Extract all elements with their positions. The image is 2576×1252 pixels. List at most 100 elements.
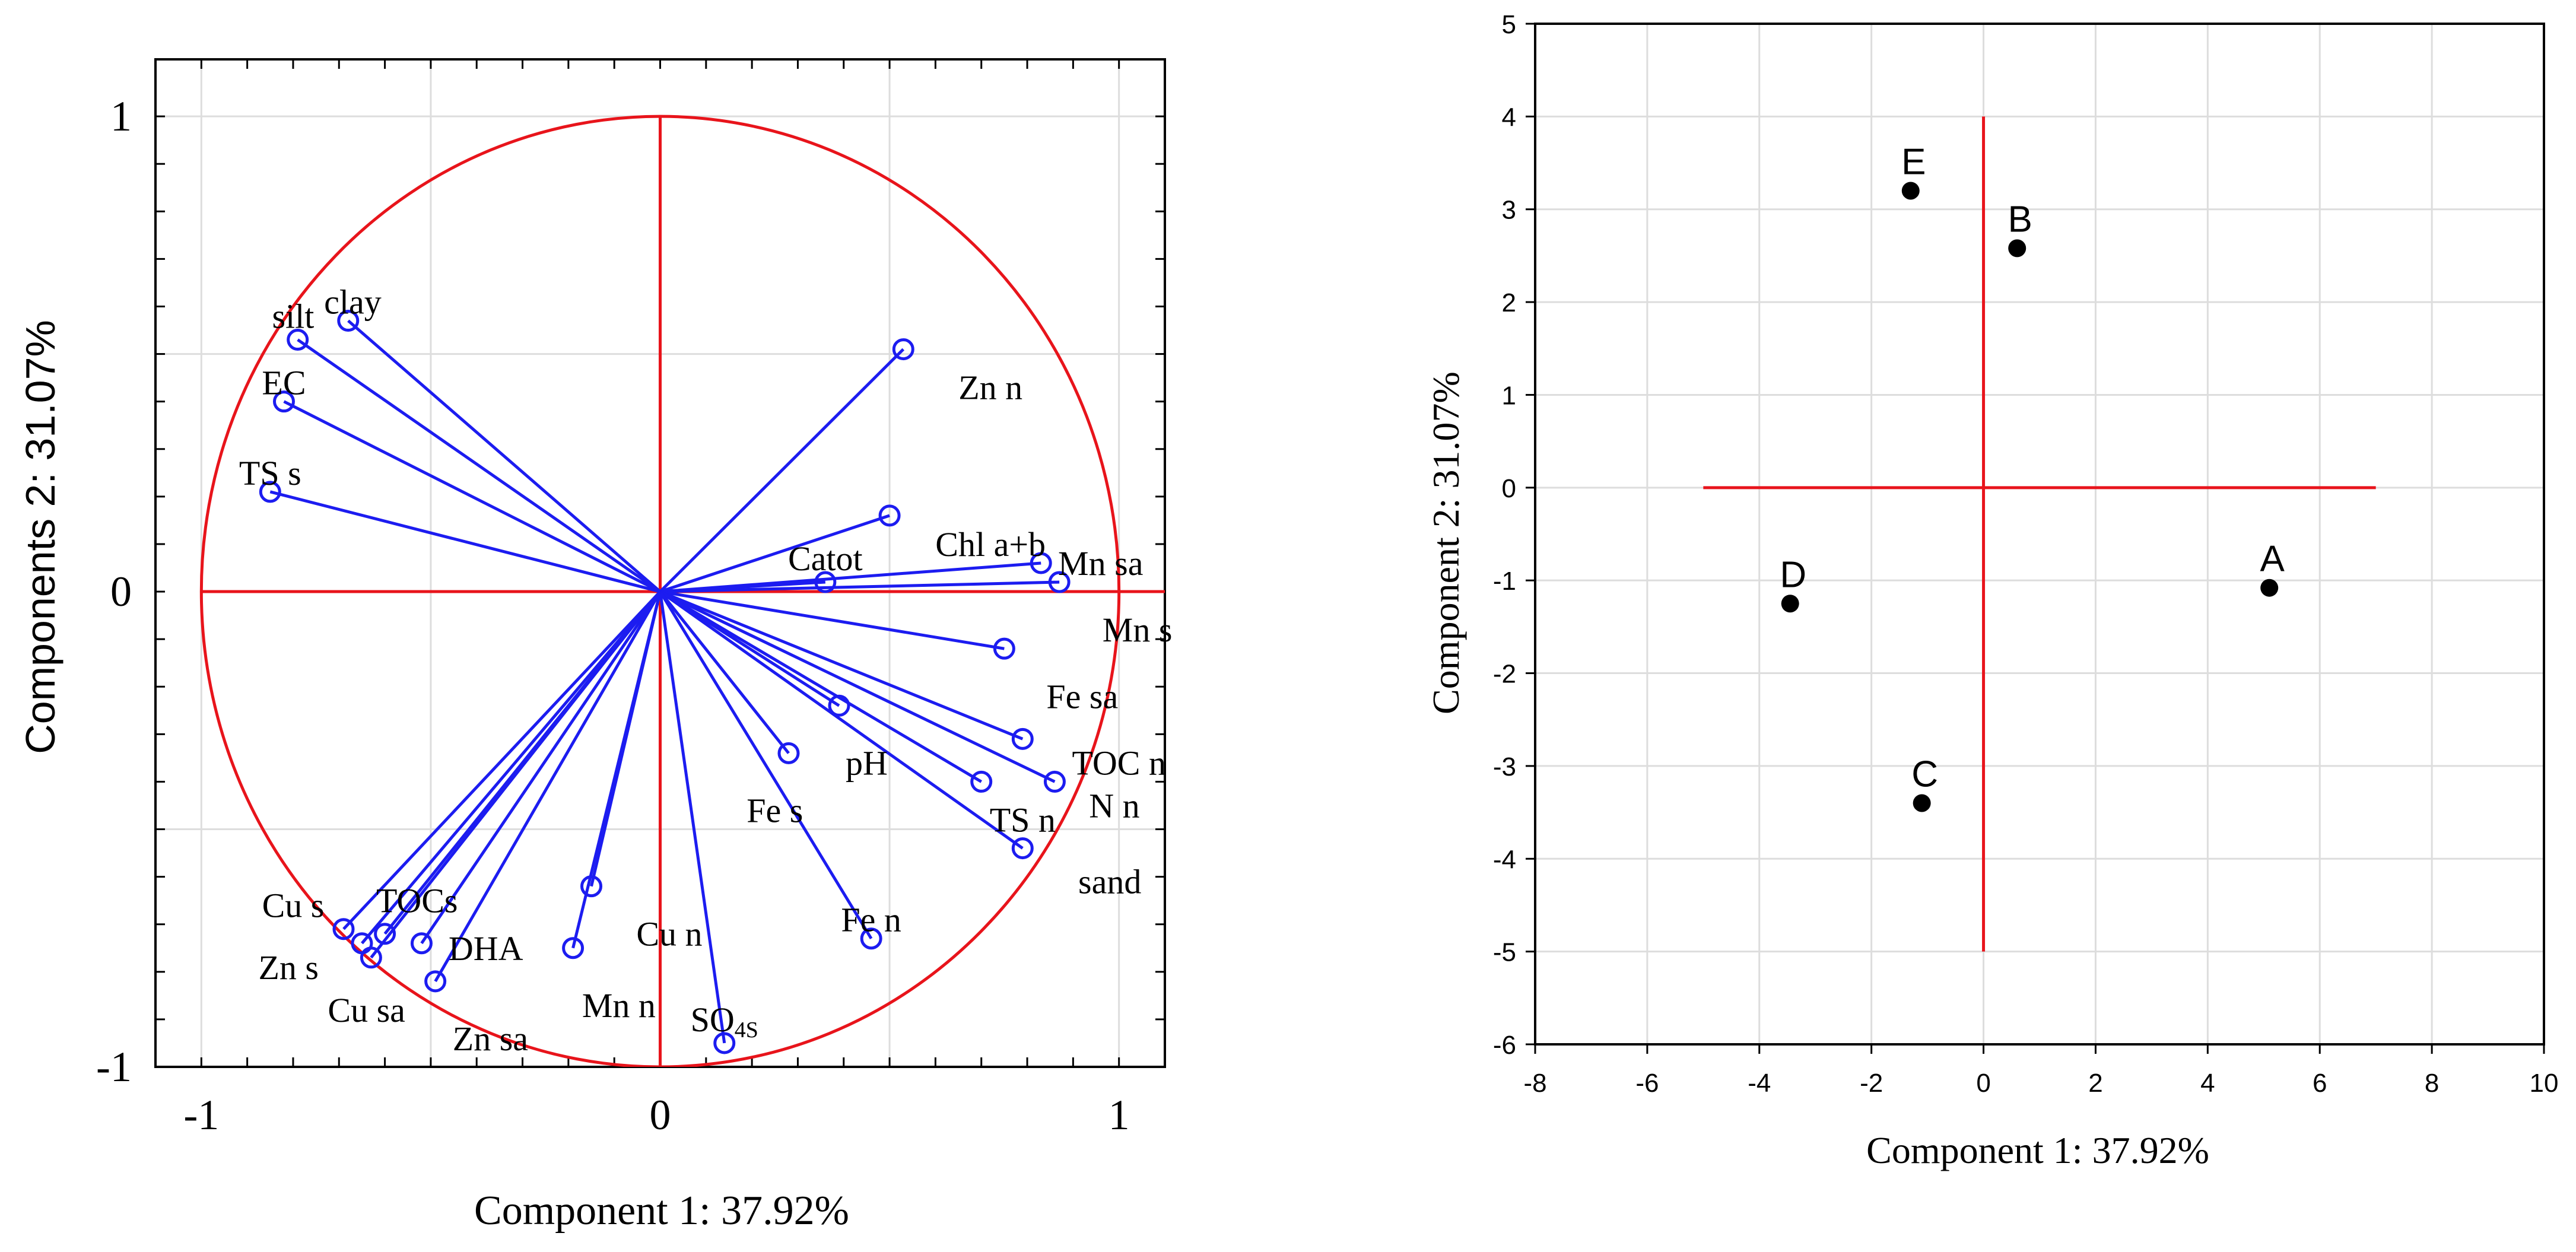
point-a bbox=[2260, 579, 2279, 597]
label-zn-s: Zn s bbox=[258, 948, 319, 987]
x-tick-label: -6 bbox=[1635, 1069, 1659, 1098]
loading-vectors bbox=[259, 310, 1071, 1054]
vector-zn-s bbox=[361, 590, 662, 945]
label-mn-s: Mn s bbox=[1103, 611, 1173, 649]
x-tick-label: 0 bbox=[1976, 1069, 1990, 1098]
label-silt: silt bbox=[272, 297, 314, 336]
point-label-c: C bbox=[1911, 754, 1938, 795]
vector-zn-n bbox=[659, 348, 905, 593]
label-mn-sa: Mn sa bbox=[1058, 544, 1143, 583]
vector-end-zn-n bbox=[892, 338, 914, 361]
label-clay: clay bbox=[324, 282, 382, 321]
vector-end-fe-sa bbox=[993, 637, 1015, 660]
x-tick-label: 10 bbox=[2530, 1069, 2559, 1098]
vector-cu-sa bbox=[370, 590, 662, 959]
vector-clay bbox=[347, 319, 662, 593]
point-b bbox=[2008, 239, 2027, 258]
y-tick-label: 0 bbox=[110, 568, 132, 615]
label-cu-n: Cu n bbox=[636, 915, 702, 954]
label-ph: pH bbox=[846, 743, 888, 782]
label-dha: DHA bbox=[449, 929, 523, 968]
label-chl-a-b: Chl a+b bbox=[935, 525, 1046, 564]
y-tick-label: 0 bbox=[1502, 474, 1516, 503]
y-tick-label: 4 bbox=[1502, 103, 1516, 132]
label-sand: sand bbox=[1078, 863, 1141, 901]
label-zn-n: Zn n bbox=[958, 368, 1022, 407]
vector-ph bbox=[659, 590, 840, 707]
vector-end-fe-s bbox=[777, 742, 800, 764]
y-tick-label: -2 bbox=[1493, 660, 1516, 689]
x-tick-label: 4 bbox=[2200, 1069, 2215, 1098]
x-tick-label: 1 bbox=[1108, 1091, 1130, 1139]
point-label-d: D bbox=[1780, 554, 1806, 595]
score-points: A B C D E bbox=[1780, 141, 2285, 812]
x-tick-label: -4 bbox=[1748, 1069, 1771, 1098]
label-cu-s: Cu s bbox=[262, 886, 325, 925]
vector-end-n-n bbox=[1043, 770, 1066, 793]
loadings-panel: clay silt EC TS s Zn n Catot Chl a+b Mn sa Mn s F… bbox=[17, 58, 1173, 1234]
vector-end-mn-sa bbox=[1030, 552, 1052, 574]
label-fe-sa: Fe sa bbox=[1046, 677, 1118, 716]
label-ts-n: TS n bbox=[990, 801, 1056, 840]
point-c bbox=[1913, 794, 1931, 812]
vector-fe-s bbox=[659, 590, 790, 754]
point-label-b: B bbox=[2008, 199, 2032, 240]
x-tick-label: 2 bbox=[2088, 1069, 2102, 1098]
vector-fe-sa bbox=[660, 590, 1005, 650]
vector-toc-n bbox=[659, 590, 1024, 741]
vector-end-catot bbox=[814, 571, 837, 593]
vector-end-cu-sa bbox=[360, 946, 382, 969]
vector-ts-s bbox=[269, 490, 661, 593]
y-tick-label: -3 bbox=[1493, 752, 1516, 781]
vector-zn-sa bbox=[434, 590, 662, 983]
vector-silt bbox=[297, 338, 661, 593]
vector-end-ts-n bbox=[970, 770, 993, 793]
loading-labels: clay silt EC TS s Zn n Catot Chl a+b Mn sa Mn s F… bbox=[239, 282, 1173, 1057]
scores-frame bbox=[1526, 23, 2545, 1054]
point-e bbox=[1901, 182, 1920, 200]
scores-y-axis-label: Component 2: 31.07% bbox=[1425, 371, 1467, 714]
label-so4s: SO4S bbox=[691, 1000, 758, 1043]
y-tick-label: -1 bbox=[96, 1043, 132, 1091]
vector-end-zn-sa bbox=[424, 970, 447, 993]
vector-end-fe-n bbox=[860, 927, 882, 950]
label-fe-s: Fe s bbox=[747, 791, 803, 830]
x-tick-label: -1 bbox=[183, 1091, 219, 1139]
label-ts-s: TS s bbox=[239, 454, 301, 492]
vector-mn-n bbox=[571, 591, 662, 949]
label-ec: EC bbox=[262, 364, 306, 402]
x-tick-label: -2 bbox=[1860, 1069, 1883, 1098]
vector-mn-s bbox=[660, 580, 1060, 593]
y-tick-label: 2 bbox=[1502, 288, 1516, 317]
y-tick-label: -1 bbox=[1493, 567, 1516, 596]
x-tick-label: 0 bbox=[650, 1091, 671, 1139]
x-tick-label: -8 bbox=[1523, 1069, 1546, 1098]
scores-x-axis-label: Component 1: 37.92% bbox=[1866, 1129, 2209, 1171]
scores-grid bbox=[1535, 24, 2544, 1044]
vector-end-tocs bbox=[374, 923, 396, 945]
x-tick-label: 6 bbox=[2313, 1069, 2327, 1098]
label-toc-n: TOC n bbox=[1072, 743, 1165, 782]
loadings-y-axis-label: Components 2: 31.07% bbox=[17, 320, 63, 754]
vector-cu-s bbox=[342, 590, 662, 930]
vector-ec bbox=[283, 400, 661, 593]
vector-end-silt bbox=[287, 329, 309, 351]
vector-end-clay bbox=[337, 310, 360, 332]
y-tick-label: 3 bbox=[1502, 196, 1516, 225]
vector-fe-n bbox=[659, 590, 873, 940]
vector-mn-sa bbox=[660, 561, 1041, 593]
y-tick-label: -4 bbox=[1493, 845, 1516, 874]
vector-end-ts-s bbox=[259, 481, 281, 503]
point-d bbox=[1781, 595, 1799, 613]
loadings-x-axis-label: Component 1: 37.92% bbox=[474, 1188, 849, 1234]
point-label-a: A bbox=[2260, 539, 2285, 580]
vector-end-dha bbox=[410, 932, 433, 955]
loadings-tick-labels: -1 0 1 -1 0 1 bbox=[96, 93, 1130, 1139]
vector-end-mn-n bbox=[562, 937, 585, 959]
vector-end-mn-s bbox=[1048, 571, 1071, 593]
vector-so4s bbox=[659, 591, 726, 1044]
vector-n-n bbox=[659, 590, 1056, 783]
